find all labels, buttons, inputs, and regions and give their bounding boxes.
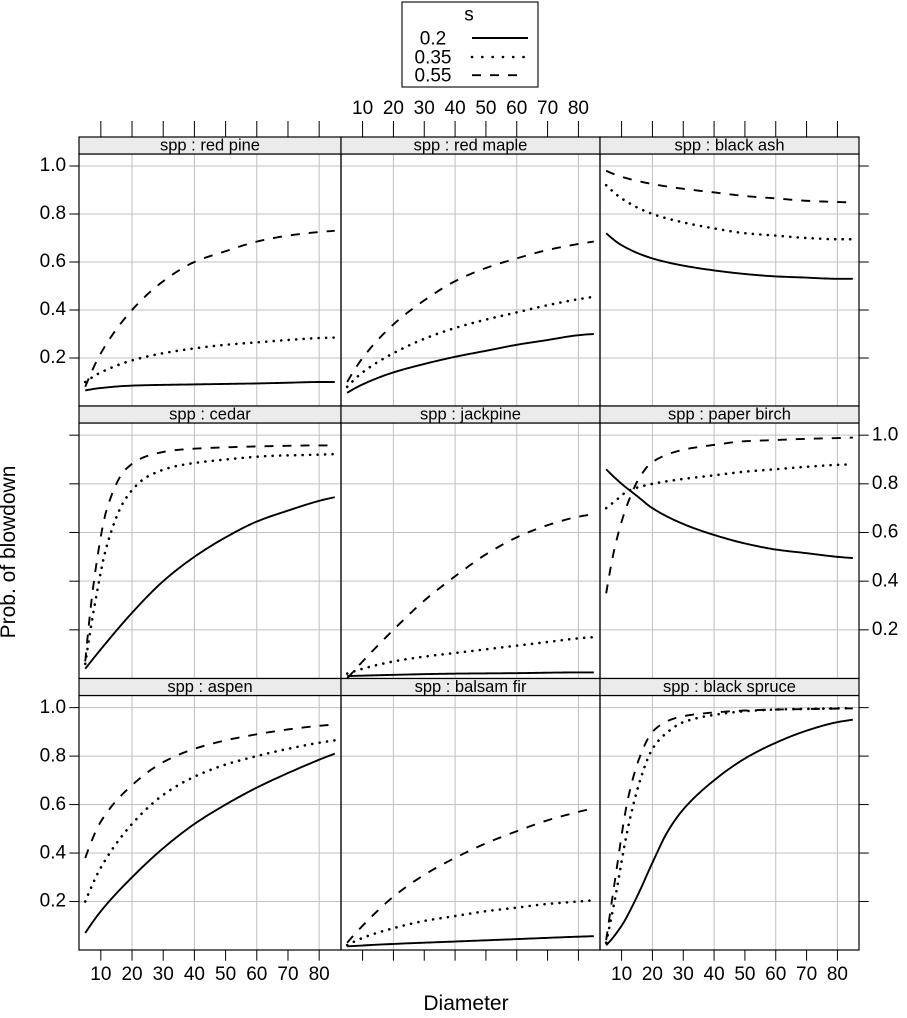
svg-text:70: 70 (537, 98, 558, 119)
svg-text:30: 30 (414, 98, 435, 119)
svg-text:0.8: 0.8 (40, 745, 66, 766)
svg-text:0.4: 0.4 (40, 299, 67, 320)
svg-text:1.0: 1.0 (872, 424, 898, 445)
svg-text:50: 50 (215, 964, 236, 985)
svg-text:0.2: 0.2 (40, 891, 66, 912)
svg-text:10: 10 (90, 964, 111, 985)
svg-text:spp : cedar: spp : cedar (169, 406, 251, 424)
svg-text:70: 70 (277, 964, 298, 985)
svg-text:0.6: 0.6 (40, 251, 66, 272)
svg-text:50: 50 (475, 98, 496, 119)
svg-text:20: 20 (642, 964, 663, 985)
svg-text:s: s (464, 5, 474, 26)
svg-text:Diameter: Diameter (423, 992, 508, 1015)
svg-text:70: 70 (796, 964, 817, 985)
svg-text:60: 60 (765, 964, 786, 985)
svg-text:0.8: 0.8 (40, 203, 66, 224)
svg-text:20: 20 (383, 98, 404, 119)
svg-text:0.4: 0.4 (40, 842, 67, 863)
svg-text:spp : red maple: spp : red maple (414, 137, 528, 155)
svg-text:0.4: 0.4 (872, 570, 899, 591)
svg-text:60: 60 (506, 98, 527, 119)
svg-text:30: 30 (153, 964, 174, 985)
svg-text:spp : aspen: spp : aspen (167, 678, 252, 696)
svg-text:0.8: 0.8 (872, 473, 898, 494)
svg-text:80: 80 (568, 98, 589, 119)
svg-text:10: 10 (611, 964, 632, 985)
svg-text:0.2: 0.2 (420, 29, 446, 50)
svg-text:spp : jackpine: spp : jackpine (420, 406, 521, 424)
svg-text:40: 40 (704, 964, 725, 985)
svg-text:0.6: 0.6 (40, 794, 66, 815)
svg-text:10: 10 (352, 98, 373, 119)
svg-text:60: 60 (246, 964, 267, 985)
svg-text:80: 80 (309, 964, 330, 985)
svg-text:30: 30 (673, 964, 694, 985)
svg-text:40: 40 (445, 98, 466, 119)
svg-text:spp : red pine: spp : red pine (160, 137, 260, 155)
svg-text:0.2: 0.2 (872, 619, 898, 640)
svg-text:1.0: 1.0 (40, 697, 66, 718)
svg-text:spp : paper birch: spp : paper birch (668, 406, 791, 424)
svg-text:0.55: 0.55 (415, 66, 452, 87)
svg-text:0.6: 0.6 (872, 522, 898, 543)
svg-text:spp : black spruce: spp : black spruce (663, 678, 796, 696)
svg-text:50: 50 (734, 964, 755, 985)
svg-text:Prob. of blowdown: Prob. of blowdown (0, 466, 20, 639)
svg-text:spp : black ash: spp : black ash (674, 137, 784, 155)
svg-text:20: 20 (121, 964, 142, 985)
svg-text:80: 80 (827, 964, 848, 985)
svg-text:1.0: 1.0 (40, 155, 66, 176)
svg-text:0.2: 0.2 (40, 347, 66, 368)
svg-text:spp : balsam fir: spp : balsam fir (415, 678, 527, 696)
svg-text:40: 40 (184, 964, 205, 985)
